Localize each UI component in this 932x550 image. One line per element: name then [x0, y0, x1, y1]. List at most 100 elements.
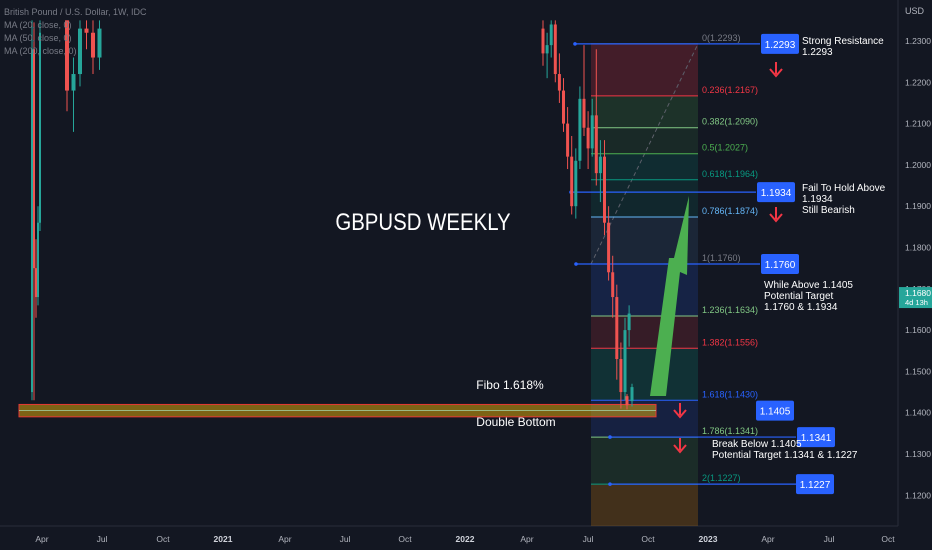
- fib-level-label: 0(1.2293): [702, 33, 741, 43]
- candle-up[interactable]: [630, 387, 634, 402]
- y-tick-label: 1.1800: [905, 243, 931, 253]
- candle-down[interactable]: [84, 28, 89, 33]
- y-tick-label: 1.1600: [905, 325, 931, 335]
- x-tick-label: Oct: [881, 534, 895, 544]
- annotation-line: Potential Target 1.1341 & 1.1227: [712, 450, 858, 461]
- candle-down[interactable]: [586, 127, 590, 149]
- price-tag-box[interactable]: [756, 400, 794, 421]
- x-tick-label: 2021: [214, 534, 233, 544]
- candle-up[interactable]: [37, 222, 39, 298]
- arrow-head: [673, 409, 687, 419]
- candle-up[interactable]: [627, 313, 631, 331]
- fib-zone: [591, 437, 698, 485]
- candle-up[interactable]: [578, 98, 582, 161]
- line-anchor-dot: [608, 435, 612, 439]
- candle-up[interactable]: [39, 32, 41, 223]
- fib-level-label: 0.786(1.1874): [702, 206, 758, 216]
- x-tick-label: Apr: [278, 534, 291, 544]
- x-tick-label: 2023: [699, 534, 718, 544]
- time-axis: Apr Jul Oct 2021 Apr Jul Oct 2022 Apr Jul Oct 2023 A…: [35, 534, 895, 544]
- candle-up[interactable]: [549, 24, 553, 46]
- y-tick-label: 1.2100: [905, 119, 931, 129]
- x-tick-label: Jul: [97, 534, 108, 544]
- candle-up[interactable]: [545, 45, 549, 54]
- fib-level-label: 0.618(1.1964): [702, 169, 758, 179]
- y-tick-label: 1.2200: [905, 77, 931, 87]
- candle-down[interactable]: [619, 359, 623, 393]
- candle-down[interactable]: [570, 156, 574, 207]
- x-tick-label: Oct: [641, 534, 655, 544]
- line-anchor-dot: [608, 482, 612, 486]
- fib-zone: [591, 43, 698, 96]
- x-tick-label: Apr: [520, 534, 533, 544]
- price-tag-1.1405[interactable]: 1.1405: [756, 400, 794, 421]
- candle-down[interactable]: [607, 222, 611, 273]
- ma-200-indicator[interactable]: MA (200, close, 0): [4, 46, 77, 56]
- candle-down[interactable]: [611, 272, 615, 298]
- x-tick-label: Oct: [398, 534, 412, 544]
- fib-zone: [591, 95, 698, 128]
- x-tick-label: Apr: [761, 534, 774, 544]
- x-tick-label: Jul: [340, 534, 351, 544]
- candle-up[interactable]: [31, 49, 33, 393]
- price-tag-box[interactable]: [761, 33, 799, 54]
- ma-50-indicator[interactable]: MA (50, close, 0): [4, 33, 72, 43]
- candle-down[interactable]: [615, 297, 619, 360]
- candle-down[interactable]: [566, 123, 570, 157]
- green-up-arrow: [650, 196, 689, 396]
- candle-up[interactable]: [623, 330, 627, 393]
- price-labels: 1.2293 1.1934 1.1760 1.1405 1.1341 1.1227: [756, 33, 835, 495]
- red-down-arrow: [769, 207, 783, 223]
- price-tag-box[interactable]: [797, 427, 835, 448]
- candle-down[interactable]: [582, 98, 586, 128]
- candle-up[interactable]: [590, 115, 594, 149]
- candle-up[interactable]: [78, 28, 82, 75]
- arrow-head: [673, 444, 687, 454]
- price-tag-box[interactable]: [796, 474, 834, 495]
- annotation-line: Fail To Hold Above: [802, 183, 886, 194]
- candle-up[interactable]: [598, 156, 602, 174]
- annotation-line: Still Bearish: [802, 205, 855, 216]
- fib-level-label: 1.382(1.1556): [702, 337, 758, 347]
- price-tag-1.2293[interactable]: 1.2293: [761, 33, 799, 54]
- candle-up[interactable]: [97, 28, 102, 58]
- current-price-box: [899, 287, 932, 309]
- red-down-arrow: [673, 403, 687, 419]
- ma-20-indicator[interactable]: MA (20, close, 0): [4, 20, 72, 30]
- price-tag-text: 1.2293: [765, 40, 796, 51]
- annotation-line: 1.1934: [802, 194, 833, 205]
- price-tag-text: 1.1405: [760, 407, 791, 418]
- candle-down[interactable]: [91, 32, 95, 58]
- y-tick-label: 1.1200: [905, 490, 931, 500]
- candle-up[interactable]: [574, 160, 578, 207]
- fib-zone: [591, 348, 698, 401]
- price-tag-box[interactable]: [757, 182, 795, 203]
- candle-up[interactable]: [71, 74, 76, 91]
- symbol-title[interactable]: British Pound / U.S. Dollar, 1W, IDC: [4, 7, 147, 17]
- price-tag-1.1341[interactable]: 1.1341: [797, 427, 835, 448]
- x-tick-label: Oct: [156, 534, 170, 544]
- chart-legend: British Pound / U.S. Dollar, 1W, IDC MA …: [4, 6, 147, 58]
- red-down-arrow: [769, 62, 783, 78]
- price-tag-1.1760[interactable]: 1.1760: [761, 254, 799, 275]
- candle-down[interactable]: [65, 20, 69, 91]
- price-tag-text: 1.1227: [800, 480, 831, 491]
- price-tag-1.1227[interactable]: 1.1227: [796, 474, 834, 495]
- candle-down[interactable]: [557, 74, 561, 91]
- candle-down[interactable]: [603, 156, 606, 223]
- candle-down[interactable]: [594, 115, 598, 174]
- fib-level-label: 0.382(1.2090): [702, 117, 758, 127]
- candle-down[interactable]: [553, 24, 557, 75]
- candle-down[interactable]: [625, 396, 629, 406]
- price-tag-1.1934[interactable]: 1.1934: [757, 182, 795, 203]
- candle-down[interactable]: [35, 268, 37, 298]
- price-tag-box[interactable]: [761, 254, 799, 275]
- price-tag-text: 1.1760: [765, 260, 796, 271]
- fib-zone: [591, 316, 698, 349]
- candle-down[interactable]: [562, 90, 565, 124]
- candle-down[interactable]: [541, 28, 545, 54]
